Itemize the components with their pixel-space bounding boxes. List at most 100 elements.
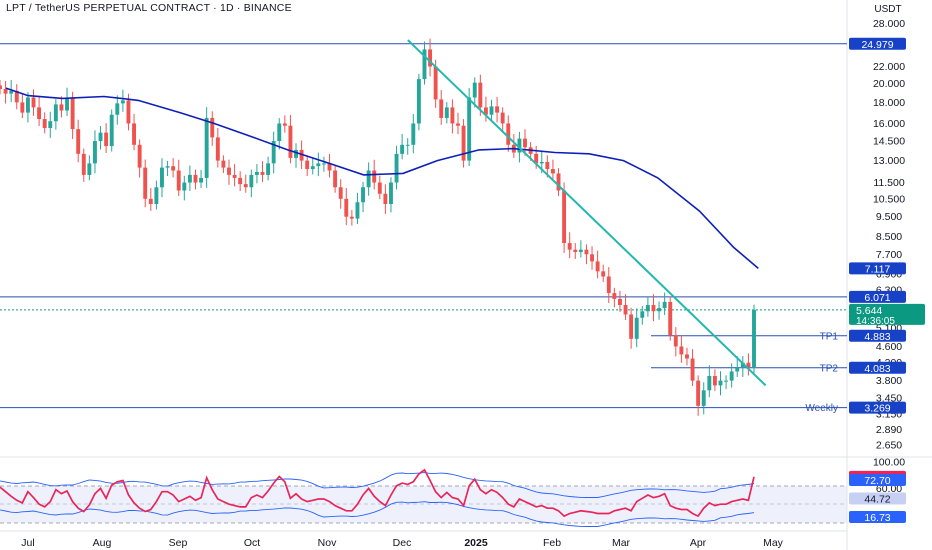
- countdown-value: 14:36:05: [856, 316, 895, 327]
- candle-body: [545, 161, 550, 170]
- candle-body: [567, 243, 572, 250]
- rsi-lower-band: [0, 501, 755, 527]
- candle-body: [668, 301, 673, 336]
- candle-body: [595, 261, 600, 272]
- price-tick-label: 18.000: [873, 97, 905, 109]
- candle-body: [618, 298, 622, 305]
- candle-body: [439, 99, 444, 118]
- candle-body: [92, 141, 97, 164]
- candle-body: [433, 66, 438, 100]
- candle-body: [601, 271, 606, 277]
- candle-body: [645, 304, 650, 312]
- level-price-value: 4.883: [864, 331, 890, 343]
- candle-body: [500, 112, 505, 124]
- level-price-value: 24.979: [861, 39, 893, 51]
- rsi-line: [0, 468, 755, 518]
- candle-body: [718, 380, 723, 386]
- horizontal-levels: TP1 TP2 Weekly: [0, 43, 847, 414]
- candle-body: [517, 138, 522, 153]
- candle-body: [472, 82, 477, 98]
- candle-body: [76, 129, 81, 154]
- candle-body: [154, 187, 159, 204]
- candle-body: [115, 103, 120, 115]
- candle-body: [344, 198, 349, 217]
- candle-body: [550, 169, 555, 174]
- candle-body: [690, 358, 695, 381]
- rsi-tick-label: 100.00: [873, 457, 905, 469]
- candle-body: [132, 123, 136, 145]
- candle-body: [573, 249, 578, 252]
- candle-body: [53, 104, 58, 122]
- candle-body: [204, 117, 209, 178]
- level-price-tag: [849, 290, 906, 303]
- price-tick-label: 7.700: [876, 249, 902, 261]
- candle-body: [137, 144, 142, 168]
- candle-body: [25, 97, 30, 113]
- time-label: May: [763, 537, 784, 549]
- candle-body: [59, 104, 64, 111]
- candle-body: [42, 119, 47, 128]
- time-label: Oct: [244, 537, 260, 549]
- candle-body: [48, 121, 53, 128]
- candle-body: [612, 293, 617, 299]
- candle-body: [584, 249, 589, 255]
- candle-body: [701, 390, 706, 406]
- candle-body: [422, 49, 427, 80]
- candle-body: [3, 88, 8, 94]
- candle-body: [254, 171, 259, 175]
- candle-body: [712, 375, 717, 386]
- candle-body: [634, 317, 639, 339]
- candle-body: [277, 123, 282, 142]
- time-label: Feb: [543, 537, 561, 549]
- candle-body: [249, 174, 254, 188]
- price-tick-label: 2.650: [876, 440, 902, 452]
- level-price-value: 3.269: [864, 403, 890, 415]
- candle-body: [590, 254, 594, 262]
- candle-body: [305, 160, 310, 170]
- candle-body: [640, 311, 645, 318]
- candle-body: [578, 249, 583, 252]
- candle-body: [556, 173, 561, 191]
- candle-body: [389, 182, 393, 204]
- chart-title: LPT / TetherUS PERPETUAL CONTRACT · 1D ·…: [6, 2, 292, 14]
- candle-body: [355, 202, 360, 219]
- time-label: Jul: [21, 537, 34, 549]
- level-price-value: 4.083: [864, 363, 890, 375]
- time-label: Apr: [690, 537, 707, 549]
- level-price-tag: [849, 37, 906, 50]
- candle-body: [428, 49, 433, 67]
- candle-body: [752, 309, 756, 368]
- level-label: TP1: [820, 331, 839, 342]
- level-price-tag: [849, 401, 906, 414]
- price-tick-label: 9.500: [876, 211, 902, 223]
- candle-body: [685, 354, 689, 359]
- level-price-tag: [849, 361, 906, 374]
- level-price-tag: [849, 329, 906, 342]
- rsi-upper-band: [0, 472, 755, 498]
- candle-body: [623, 304, 628, 315]
- price-tick-label: 3.450: [876, 392, 902, 404]
- candle-body: [489, 106, 494, 115]
- candle-body: [14, 90, 19, 103]
- time-label: Nov: [318, 537, 337, 549]
- candle-body: [260, 171, 265, 175]
- price-axis-ticks: 28.000 22.000 20.000 18.000 16.000 14.500 13.0…: [873, 18, 905, 452]
- candle-body: [606, 276, 611, 294]
- candle-body: [232, 174, 237, 178]
- price-tick-label: 16.000: [873, 118, 905, 130]
- candle-body: [171, 166, 176, 171]
- time-axis-labels: Jul Aug Sep Oct Nov Dec 2025 Feb Mar Apr May: [21, 537, 783, 549]
- candle-body: [104, 132, 109, 147]
- candle-body: [310, 166, 315, 170]
- candle-body: [478, 82, 483, 108]
- candle-body: [294, 149, 298, 158]
- candle-body: [20, 102, 25, 113]
- current-price-tag: [849, 303, 925, 325]
- ma-price-value: 7.117: [865, 263, 891, 275]
- candle-body: [740, 362, 745, 368]
- candle-body: [405, 144, 410, 146]
- price-tick-label: 3.800: [876, 375, 902, 387]
- candle-body: [109, 114, 114, 147]
- candle-body: [724, 380, 729, 382]
